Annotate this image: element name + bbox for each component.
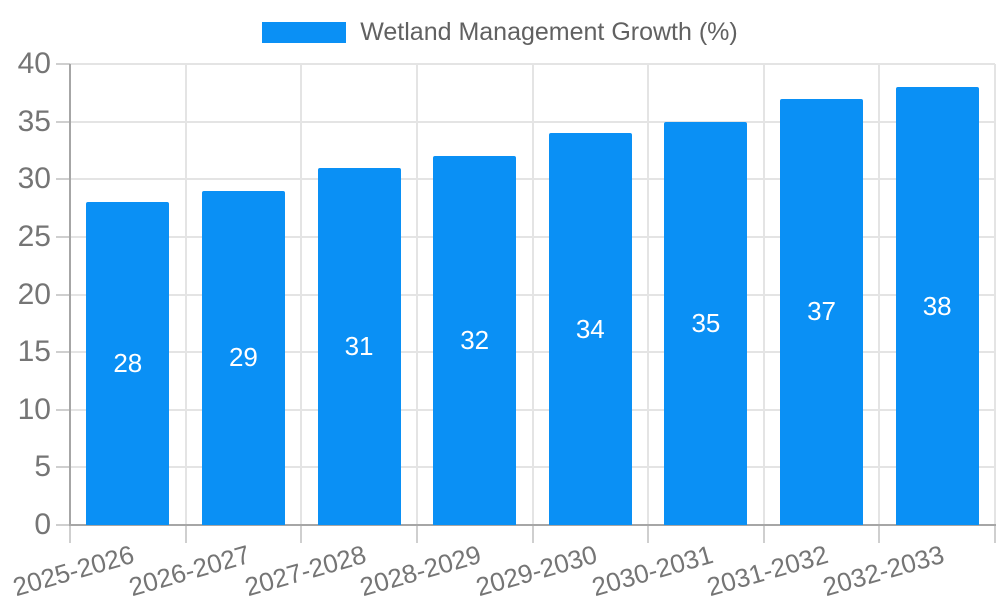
bar: 28 (86, 202, 170, 525)
y-tick (56, 178, 70, 181)
y-tick (56, 235, 70, 238)
bar-value-label: 34 (575, 313, 605, 344)
gridline-v (878, 64, 881, 525)
bar-value-label: 28 (113, 348, 143, 379)
bar-value-label: 29 (228, 342, 258, 373)
gridline-v (762, 64, 765, 525)
y-tick-label: 5 (34, 450, 51, 484)
x-tick (300, 525, 303, 543)
x-tick (878, 525, 881, 543)
y-tick (56, 351, 70, 354)
bar: 32 (433, 156, 517, 525)
y-tick-label: 0 (34, 508, 51, 541)
gridline-v (994, 64, 996, 525)
y-tick (56, 408, 70, 411)
x-tick-label: 2031-2032 (703, 539, 832, 602)
y-tick-label: 40 (17, 47, 51, 80)
y-tick-label: 25 (17, 219, 51, 253)
legend: Wetland Management Growth (%) (0, 18, 1000, 46)
x-tick-label: 2025-2026 (10, 539, 138, 602)
x-tick-label: 2030-2031 (588, 539, 716, 602)
bar: 31 (317, 167, 401, 525)
x-tick-label: 2028-2029 (356, 539, 485, 602)
x-tick (184, 525, 187, 543)
bar-value-label: 32 (460, 325, 490, 356)
bar: 34 (548, 133, 632, 525)
y-tick-label: 10 (17, 392, 51, 426)
gridline-v (300, 64, 303, 525)
x-tick (415, 525, 418, 543)
x-tick-label: 2029-2030 (472, 539, 601, 602)
y-tick-label: 15 (17, 335, 51, 369)
x-tick (69, 525, 71, 543)
bar: 37 (780, 98, 864, 525)
y-tick-label: 30 (17, 162, 51, 196)
bar: 29 (201, 190, 285, 525)
x-tick (762, 525, 765, 543)
y-tick-label: 20 (17, 277, 51, 311)
x-tick-label: 2032-2033 (819, 539, 948, 602)
bar-value-label: 31 (344, 330, 374, 361)
y-tick (56, 120, 70, 123)
legend-swatch (262, 22, 347, 43)
y-tick-label: 35 (17, 104, 51, 138)
gridline-v (184, 64, 187, 525)
gridline-v (415, 64, 418, 525)
y-tick (56, 293, 70, 296)
y-axis (69, 64, 71, 525)
x-tick-label: 2027-2028 (241, 539, 370, 602)
x-axis (69, 524, 996, 526)
bar-value-label: 37 (807, 296, 837, 327)
gridline-v (531, 64, 534, 525)
bar: 35 (664, 121, 748, 525)
legend-label: Wetland Management Growth (%) (360, 18, 738, 46)
x-tick (994, 525, 996, 543)
y-tick (56, 63, 70, 65)
y-tick (56, 524, 70, 526)
x-tick-label: 2026-2027 (125, 539, 254, 602)
bar-value-label: 38 (922, 290, 952, 321)
y-tick (56, 466, 70, 469)
bar: 38 (895, 87, 979, 525)
x-tick (531, 525, 534, 543)
gridline-v (647, 64, 650, 525)
x-tick (647, 525, 650, 543)
bar-value-label: 35 (691, 307, 721, 338)
